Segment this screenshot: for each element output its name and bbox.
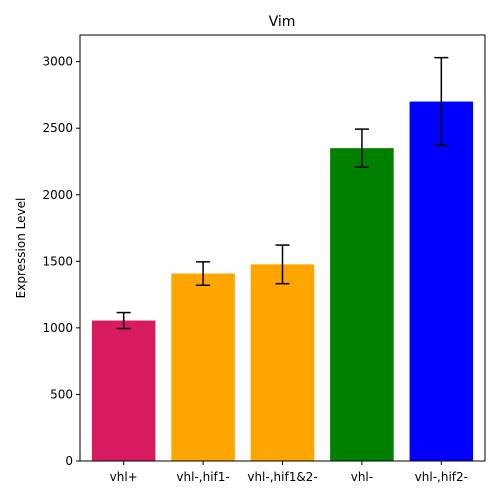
chart-title: Vim — [269, 14, 296, 30]
y-tick-label: 0 — [65, 454, 73, 468]
x-tick-label: vhl+ — [110, 470, 138, 484]
plot-area: 0 500 1000 1500 2000 2500 3000 vhl+ vhl-,hif1- vh… — [42, 55, 474, 484]
y-tick-label: 2000 — [42, 188, 73, 202]
x-tick-label: vhl- — [351, 470, 373, 484]
y-tick-label: 500 — [50, 387, 73, 401]
y-tick-label: 1000 — [42, 321, 73, 335]
plot-frame — [79, 34, 486, 462]
y-tick-label: 3000 — [42, 55, 73, 69]
bar — [91, 320, 156, 461]
bar — [330, 148, 394, 461]
y-axis-label: Expression Level — [14, 198, 28, 299]
x-tick-label: vhl-,hif2- — [415, 470, 468, 484]
bar — [409, 101, 474, 461]
bar — [171, 273, 235, 461]
y-tick-label: 2500 — [42, 121, 73, 135]
y-tick-label: 1500 — [42, 254, 73, 268]
x-tick-label: vhl-,hif1&2- — [247, 470, 317, 484]
x-tick-label: vhl-,hif1- — [176, 470, 229, 484]
bar — [250, 264, 315, 461]
